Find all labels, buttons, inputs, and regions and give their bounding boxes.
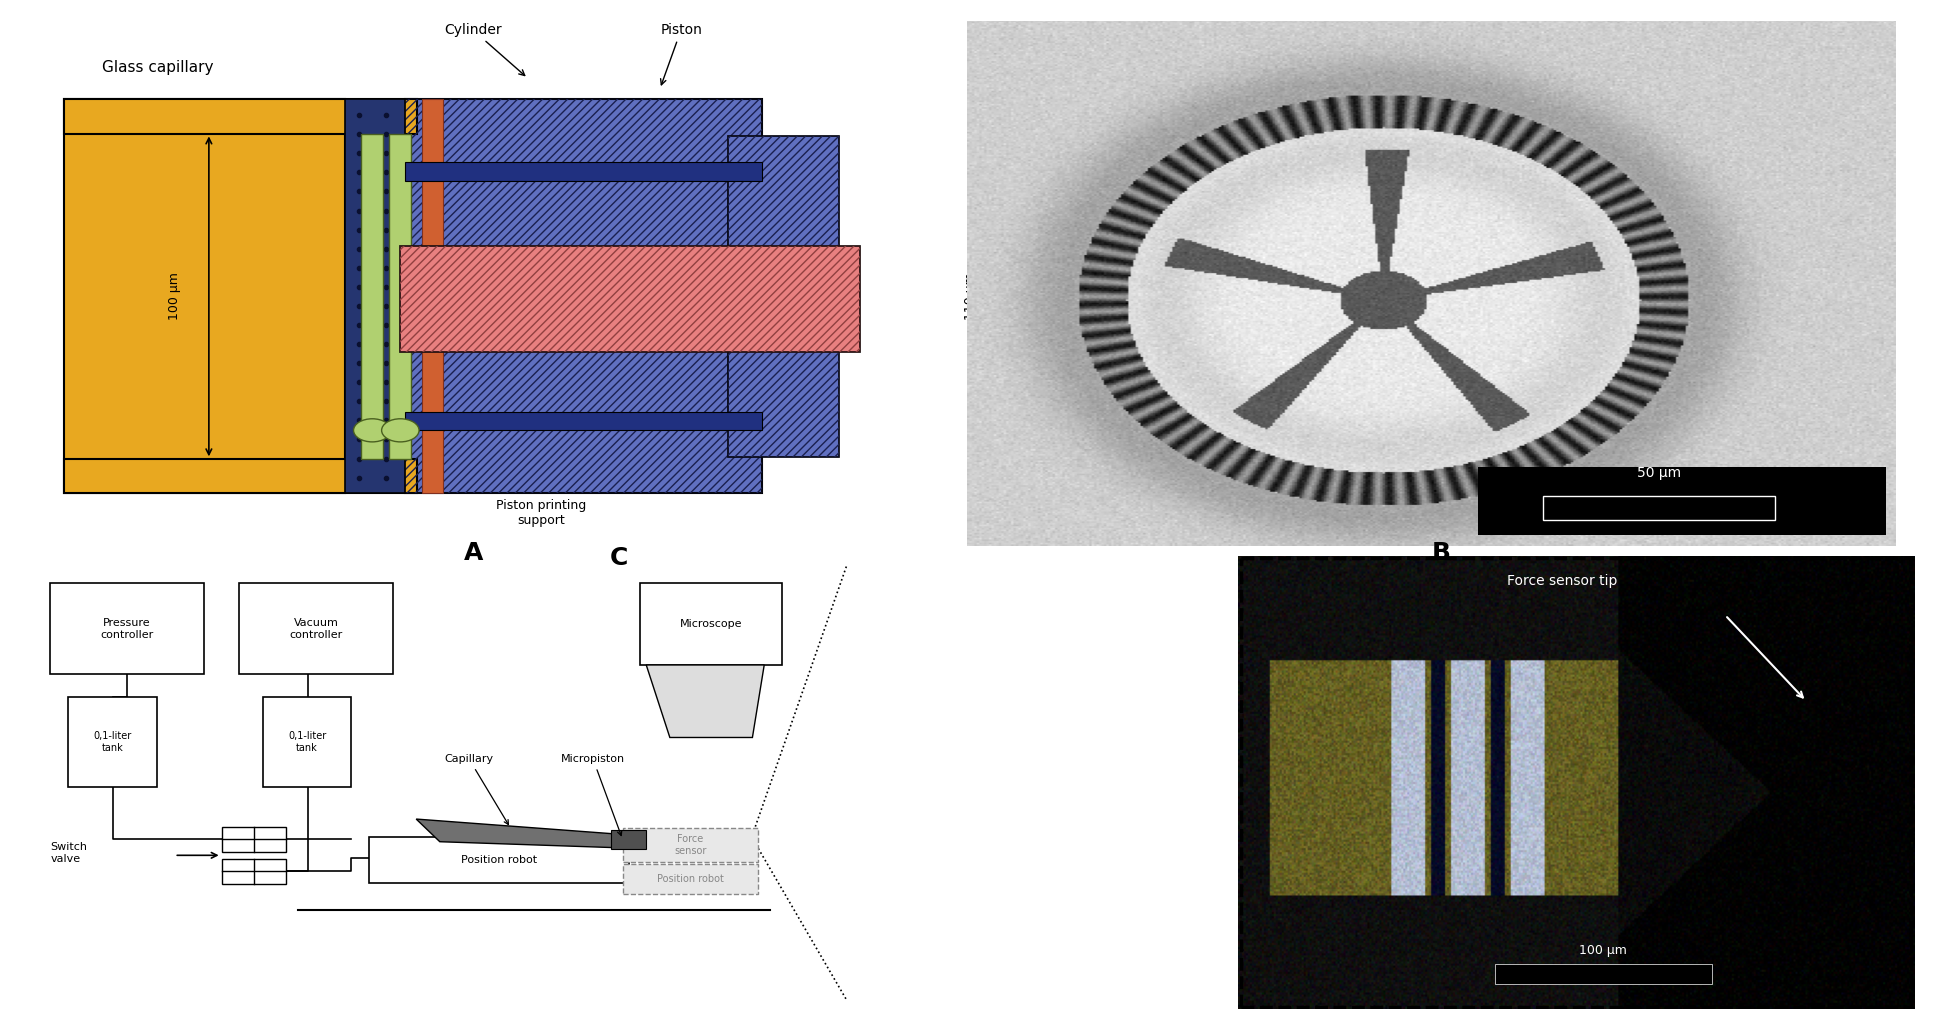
Text: Force sensor tip: Force sensor tip (1507, 575, 1619, 588)
Text: Force
sensor: Force sensor (675, 834, 706, 856)
Bar (64, 459, 418, 493)
Bar (623, 828, 758, 862)
Bar (640, 583, 781, 665)
Bar (404, 163, 762, 181)
Text: 0,1-liter
tank: 0,1-liter tank (93, 731, 132, 753)
Bar (369, 837, 629, 883)
Text: C: C (609, 546, 629, 570)
Bar (400, 246, 861, 351)
Bar (1543, 496, 1775, 520)
Polygon shape (646, 665, 764, 737)
Bar (404, 100, 762, 493)
Text: 50 μm: 50 μm (1636, 467, 1681, 480)
Text: Piston printing
support: Piston printing support (495, 499, 586, 526)
Bar (611, 830, 646, 849)
Bar (404, 412, 762, 431)
Bar (727, 136, 839, 456)
Bar (263, 696, 352, 787)
Bar (64, 100, 344, 493)
Text: A: A (464, 541, 484, 564)
Bar (222, 827, 286, 852)
Text: Capillary: Capillary (445, 754, 509, 825)
Bar (727, 136, 839, 456)
Bar (64, 100, 418, 134)
Bar (1495, 964, 1712, 985)
Text: Glass capillary: Glass capillary (103, 61, 213, 75)
Bar (439, 173, 727, 420)
Text: Position robot: Position robot (658, 874, 723, 884)
Bar (240, 583, 393, 674)
Circle shape (381, 419, 420, 442)
Bar (422, 100, 443, 493)
Circle shape (354, 419, 391, 442)
Bar (623, 864, 758, 894)
Bar (404, 100, 762, 493)
Bar (344, 100, 404, 493)
Bar (389, 134, 412, 459)
Text: Position robot: Position robot (460, 855, 538, 865)
Text: B: B (1431, 541, 1450, 564)
Bar (1478, 468, 1886, 536)
Text: 100 μm: 100 μm (1580, 945, 1626, 957)
Polygon shape (416, 819, 640, 849)
Bar (50, 583, 203, 674)
Text: Pressure
controller: Pressure controller (101, 618, 155, 640)
Bar (362, 134, 383, 459)
Text: 0,1-liter
tank: 0,1-liter tank (288, 731, 327, 753)
Text: 100 μm: 100 μm (168, 273, 182, 320)
Bar (439, 173, 727, 420)
Bar (400, 246, 861, 351)
Text: Vacuum
controller: Vacuum controller (290, 618, 342, 640)
Text: Microscope: Microscope (681, 619, 743, 629)
Text: 110 μm: 110 μm (963, 273, 977, 320)
Text: Piston: Piston (659, 23, 702, 84)
Bar (68, 696, 157, 787)
Text: Micropiston: Micropiston (561, 754, 625, 835)
Bar (222, 859, 286, 884)
Text: Switch
valve: Switch valve (50, 843, 87, 864)
Text: Cylinder: Cylinder (445, 23, 524, 75)
